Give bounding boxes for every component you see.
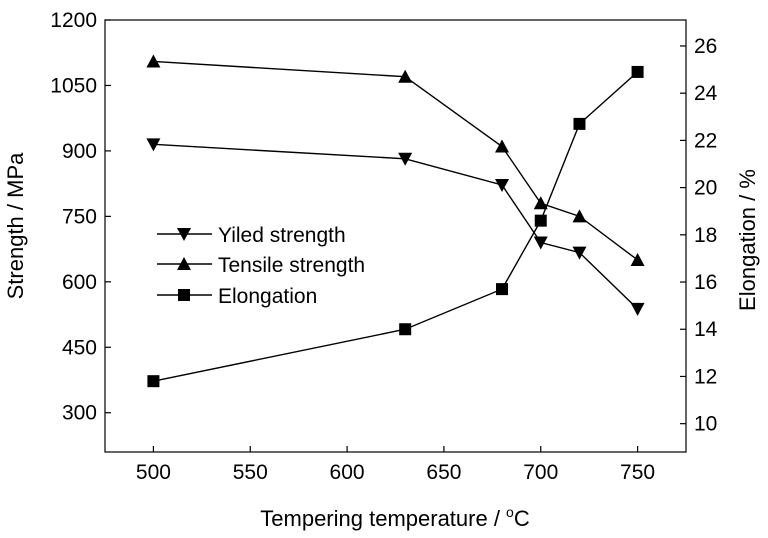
- data-point: [533, 236, 548, 250]
- right-y-tick-label: 16: [694, 271, 717, 294]
- legend-marker: [177, 228, 191, 241]
- plot-frame: [104, 19, 687, 453]
- right-y-tick-label: 20: [694, 177, 717, 200]
- legend-label: Tensile strength: [218, 254, 365, 277]
- series-elongation: [147, 65, 644, 388]
- data-point: [147, 375, 160, 388]
- data-point: [572, 246, 587, 260]
- data-point: [496, 283, 509, 296]
- x-tick-label: 650: [426, 461, 461, 484]
- legend-label: Elongation: [218, 285, 317, 308]
- left-y-tick-label: 750: [62, 205, 97, 228]
- left-y-tick-label: 450: [62, 336, 97, 359]
- x-tick-label: 550: [233, 461, 268, 484]
- x-tick-label: 750: [620, 461, 655, 484]
- legend-item: Elongation: [157, 285, 317, 308]
- right-y-axis-title: Elongation / %: [735, 169, 760, 311]
- x-axis-title: Tempering temperature / oC: [260, 504, 530, 531]
- data-point: [534, 214, 547, 227]
- x-axis: 500 550 600 650 700 750: [136, 446, 655, 484]
- left-y-axis: 300 450 600 750 900 1050 1200: [50, 9, 111, 425]
- legend-marker: [178, 289, 190, 301]
- right-y-tick-label: 12: [694, 365, 717, 388]
- data-point: [631, 65, 644, 78]
- legend-item: Yiled strength: [157, 224, 346, 247]
- series-line: [153, 143, 639, 310]
- right-y-tick-label: 18: [694, 224, 717, 247]
- legend-item: Tensile strength: [157, 254, 365, 277]
- data-point: [573, 117, 586, 130]
- legend-marker: [177, 257, 191, 270]
- x-tick-label: 500: [136, 461, 171, 484]
- data-point: [630, 302, 645, 316]
- x-tick-label: 600: [330, 461, 365, 484]
- plot-area-border: [104, 19, 687, 453]
- data-point: [398, 152, 413, 166]
- left-y-tick-label: 600: [62, 271, 97, 294]
- legend-label: Yiled strength: [218, 224, 346, 247]
- data-point: [495, 178, 510, 192]
- right-y-tick-label: 10: [694, 413, 717, 436]
- series-line: [153, 60, 639, 261]
- right-y-tick-label: 14: [694, 318, 718, 341]
- left-y-tick-label: 300: [62, 402, 97, 425]
- left-y-tick-label: 1200: [50, 9, 97, 32]
- series-line: [153, 71, 639, 382]
- left-y-tick-label: 900: [62, 140, 97, 163]
- right-y-tick-label: 26: [694, 35, 717, 58]
- right-y-axis: 10 12 14 16 18 20 22 24 26: [680, 35, 718, 436]
- data-point: [146, 138, 161, 152]
- data-point: [533, 196, 548, 210]
- data-point: [146, 54, 161, 68]
- data-point: [630, 253, 645, 266]
- data-point: [398, 69, 413, 83]
- right-y-tick-label: 22: [694, 129, 717, 152]
- left-y-tick-label: 1050: [50, 74, 97, 97]
- legend: Yiled strength Tensile strength Elongation: [157, 224, 365, 308]
- x-tick-label: 700: [523, 461, 558, 484]
- series-layer: [146, 54, 645, 388]
- series-tensile-strength: [146, 54, 645, 266]
- data-point: [572, 209, 587, 223]
- right-y-tick-label: 24: [694, 82, 718, 105]
- left-y-axis-title: Strength / MPa: [3, 152, 28, 300]
- series-yield-strength: [146, 138, 645, 316]
- data-point: [399, 323, 412, 336]
- data-point: [495, 139, 510, 153]
